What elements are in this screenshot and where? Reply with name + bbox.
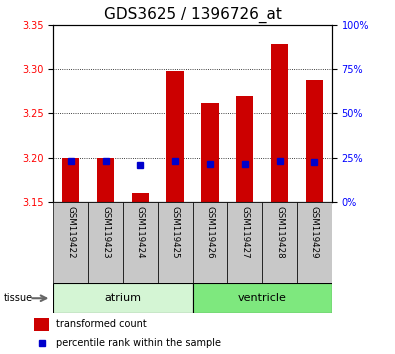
Bar	[97, 158, 114, 202]
Bar	[166, 71, 184, 202]
Text: GSM119423: GSM119423	[101, 206, 110, 258]
Text: GSM119428: GSM119428	[275, 206, 284, 258]
Bar	[88, 202, 123, 283]
Title: GDS3625 / 1396726_at: GDS3625 / 1396726_at	[103, 7, 282, 23]
Bar	[34, 318, 49, 331]
Bar	[271, 44, 288, 202]
Text: GSM119424: GSM119424	[136, 206, 145, 258]
Bar	[53, 283, 193, 313]
Bar	[53, 202, 88, 283]
Bar	[158, 202, 193, 283]
Bar	[62, 158, 79, 202]
Text: atrium: atrium	[104, 293, 141, 303]
Text: transformed count: transformed count	[56, 319, 147, 329]
Text: GSM119422: GSM119422	[66, 206, 75, 258]
Bar	[132, 193, 149, 202]
Text: GSM119427: GSM119427	[240, 206, 249, 258]
Bar	[193, 283, 332, 313]
Bar	[262, 202, 297, 283]
Bar	[236, 96, 254, 202]
Text: ventricle: ventricle	[238, 293, 287, 303]
Text: GSM119426: GSM119426	[205, 206, 214, 258]
Bar	[193, 202, 228, 283]
Bar	[201, 103, 219, 202]
Bar	[306, 80, 323, 202]
Bar	[123, 202, 158, 283]
Text: percentile rank within the sample: percentile rank within the sample	[56, 338, 221, 348]
Bar	[297, 202, 332, 283]
Text: GSM119429: GSM119429	[310, 206, 319, 258]
Text: GSM119425: GSM119425	[171, 206, 180, 258]
Bar	[228, 202, 262, 283]
Text: tissue: tissue	[4, 293, 33, 303]
